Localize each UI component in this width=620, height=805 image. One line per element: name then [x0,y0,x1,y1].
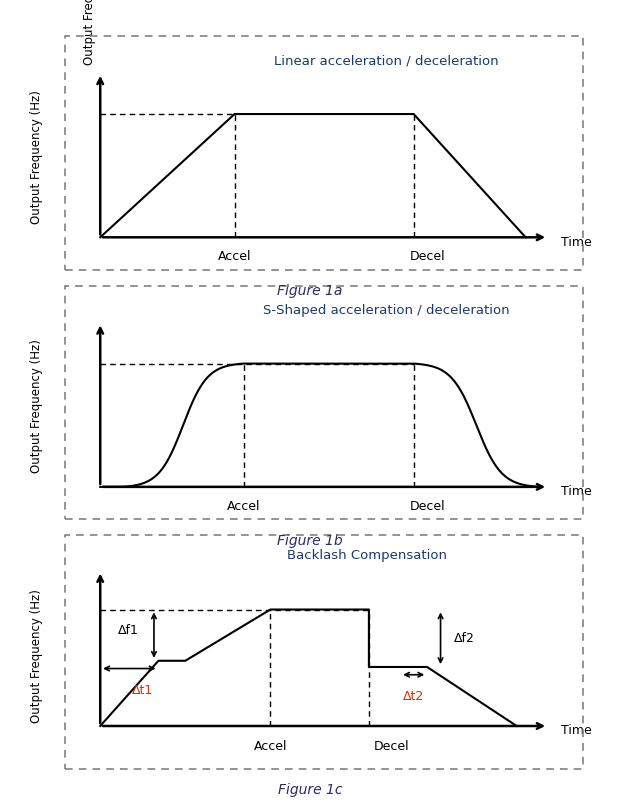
Y-axis label: Output Frequency (Hz): Output Frequency (Hz) [30,589,43,723]
Text: Δf2: Δf2 [454,632,475,645]
Text: Time: Time [562,724,592,737]
Text: Figure 1a: Figure 1a [277,284,343,298]
Text: Backlash Compensation: Backlash Compensation [287,549,447,563]
Text: Decel: Decel [409,250,445,263]
Text: Figure 1c: Figure 1c [278,783,342,797]
Text: Decel: Decel [409,500,445,513]
Text: Δf1: Δf1 [117,624,138,637]
Text: Figure 1b: Figure 1b [277,534,343,547]
Y-axis label: Output Frequency (Hz): Output Frequency (Hz) [30,340,43,473]
Text: Accel: Accel [227,500,260,513]
Text: Output Frequency (Hz): Output Frequency (Hz) [82,0,95,64]
Text: Accel: Accel [218,250,251,263]
Text: Time: Time [562,485,592,498]
Text: Decel: Decel [373,740,409,753]
Text: Accel: Accel [254,740,287,753]
Text: Time: Time [562,236,592,249]
Y-axis label: Output Frequency (Hz): Output Frequency (Hz) [30,90,43,224]
Text: Δt2: Δt2 [403,690,424,704]
Text: S-Shaped acceleration / deceleration: S-Shaped acceleration / deceleration [264,303,510,316]
Text: Linear acceleration / deceleration: Linear acceleration / deceleration [274,54,499,67]
Text: Δt1: Δt1 [132,684,153,697]
